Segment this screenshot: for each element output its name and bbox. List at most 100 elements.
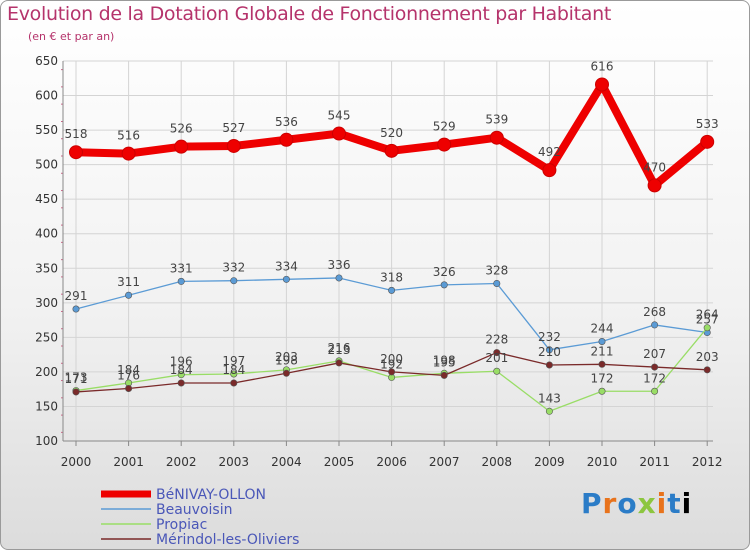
data-label: 526: [170, 122, 193, 136]
data-point: [230, 277, 238, 285]
data-point: [493, 349, 501, 357]
x-tick-label: 2012: [692, 455, 723, 469]
data-label: 171: [65, 372, 88, 386]
data-label: 334: [275, 259, 298, 273]
y-tick-label: 450: [35, 192, 58, 206]
data-label: 192: [380, 357, 403, 371]
y-tick-label: 550: [35, 123, 58, 137]
data-label: 198: [275, 353, 298, 367]
data-point: [595, 77, 609, 92]
data-label: 332: [222, 261, 245, 275]
data-point: [598, 387, 606, 395]
data-label: 184: [117, 363, 140, 377]
data-point: [545, 361, 553, 369]
data-label: 318: [380, 270, 403, 284]
data-point: [388, 368, 396, 376]
y-tick-label: 500: [35, 158, 58, 172]
data-label: 244: [591, 322, 614, 336]
data-label: 143: [538, 391, 561, 405]
data-label: 539: [485, 113, 508, 127]
data-label: 184: [170, 363, 193, 377]
data-point: [69, 145, 83, 160]
data-label: 616: [591, 59, 614, 73]
data-labels: 291 311 331 332 334 336 318 326 328 232 244 268 257 1…: [65, 59, 719, 405]
data-point: [177, 371, 185, 379]
data-label: 527: [222, 121, 245, 135]
chart-subtitle: (en € et par an): [28, 30, 115, 43]
data-label: 228: [485, 333, 508, 347]
x-tick-label: 2006: [376, 455, 407, 469]
data-label: 213: [328, 343, 351, 357]
chart-title: Evolution de la Dotation Globale de Fonc…: [7, 3, 612, 25]
data-label: 326: [433, 265, 456, 279]
data-point: [230, 379, 238, 387]
data-label: 203: [275, 350, 298, 364]
x-tick-label: 2005: [324, 455, 355, 469]
data-label: 198: [433, 353, 456, 367]
x-tick-label: 2007: [429, 455, 460, 469]
x-tick-label: 2003: [219, 455, 250, 469]
y-tick-label: 100: [35, 434, 58, 448]
data-point: [489, 130, 504, 145]
x-tick-label: 2011: [639, 455, 670, 469]
data-point: [332, 126, 346, 141]
data-point: [174, 139, 189, 154]
legend-label: Propiac: [156, 517, 207, 533]
x-tick-label: 2008: [482, 455, 513, 469]
data-label: 173: [65, 371, 88, 385]
y-tick-label: 200: [35, 365, 58, 379]
data-point: [440, 281, 448, 289]
legend-label: Mérindol-les-Oliviers: [156, 532, 299, 548]
y-tick-label: 400: [35, 227, 58, 241]
x-tick-label: 2000: [61, 455, 92, 469]
x-tick-label: 2009: [534, 455, 565, 469]
data-point: [279, 132, 294, 147]
data-label: 529: [433, 120, 456, 134]
data-point: [72, 305, 80, 313]
data-point: [651, 321, 659, 329]
data-point: [125, 291, 133, 299]
data-label: 200: [380, 352, 403, 366]
data-label: 176: [117, 368, 140, 382]
data-point: [703, 366, 711, 374]
x-tick-label: 2004: [271, 455, 302, 469]
data-label: 207: [643, 347, 666, 361]
data-label: 470: [643, 160, 666, 174]
series-layer: [69, 77, 715, 415]
data-point: [226, 138, 241, 153]
data-point: [651, 363, 659, 371]
data-label: 211: [591, 344, 614, 358]
data-label: 203: [696, 350, 719, 364]
x-tick-label: 2002: [166, 455, 197, 469]
data-label: 264: [696, 308, 719, 322]
data-label: 172: [591, 371, 614, 385]
data-label: 268: [643, 305, 666, 319]
data-point: [282, 275, 290, 283]
data-point: [121, 146, 136, 161]
y-tick-label: 300: [35, 296, 58, 310]
data-label: 328: [485, 263, 508, 277]
legend-label: BéNIVAY-OLLON: [156, 487, 266, 503]
data-point: [177, 277, 185, 285]
data-point: [72, 388, 80, 396]
legend: BéNIVAY-OLLONBeauvoisinPropiacMérindol-l…: [101, 487, 299, 548]
data-point: [384, 143, 399, 158]
data-point: [598, 360, 606, 368]
y-tick-label: 650: [35, 54, 58, 68]
x-tick-label: 2010: [587, 455, 618, 469]
data-label: 232: [538, 330, 561, 344]
data-label: 197: [222, 354, 245, 368]
data-point: [493, 367, 501, 375]
data-label: 518: [65, 127, 88, 141]
data-point: [335, 274, 343, 282]
data-point: [125, 384, 133, 392]
data-label: 520: [380, 126, 403, 140]
data-point: [177, 379, 185, 387]
data-label: 536: [275, 115, 298, 129]
data-label: 257: [696, 313, 719, 327]
proxiti-logo: Proxiti: [581, 487, 693, 520]
data-label: 216: [328, 341, 351, 355]
data-point: [647, 178, 662, 193]
